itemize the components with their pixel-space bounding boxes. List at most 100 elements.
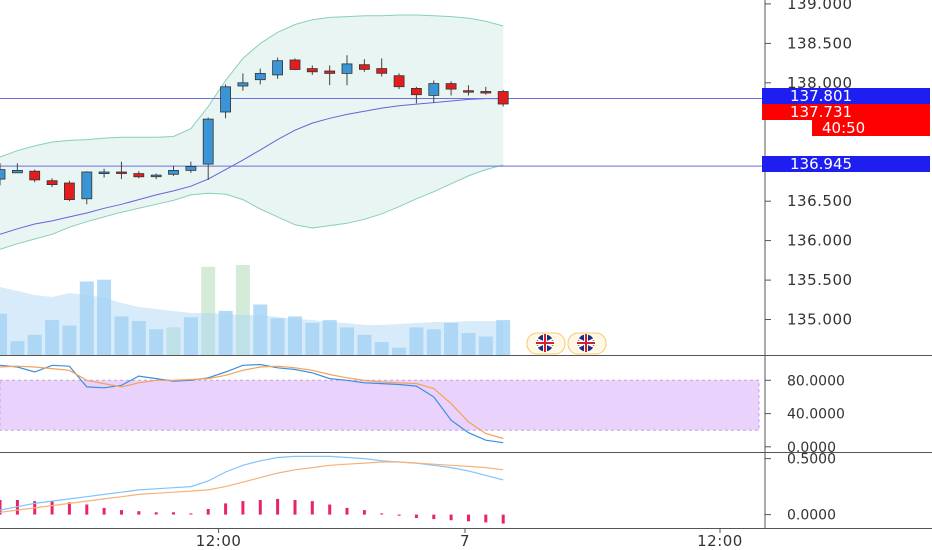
macd-histogram-bar xyxy=(501,514,505,524)
candle-body xyxy=(220,86,232,113)
price-tag-bg xyxy=(762,88,930,104)
bollinger-mid-line xyxy=(0,98,504,235)
candle[interactable] xyxy=(428,80,440,103)
macd-histogram-bar xyxy=(397,514,401,516)
candle[interactable] xyxy=(11,163,23,174)
candle[interactable] xyxy=(289,58,301,71)
macd-histogram-bar xyxy=(85,504,89,515)
price-tick-label: 135.000 xyxy=(787,311,853,329)
candle[interactable] xyxy=(168,165,179,176)
macd-histogram-bar xyxy=(449,514,453,521)
price-tag[interactable]: 136.945 xyxy=(762,155,930,173)
volume-bar xyxy=(357,334,372,355)
volume-bar xyxy=(166,327,181,355)
price-tag-bg xyxy=(762,104,930,120)
candle[interactable] xyxy=(81,171,93,205)
candle-body xyxy=(463,90,474,93)
candle[interactable] xyxy=(150,173,162,180)
candle[interactable] xyxy=(202,117,214,180)
candle[interactable] xyxy=(463,85,474,96)
volume-bar xyxy=(340,327,354,355)
price-tick-label: 136.500 xyxy=(787,192,853,210)
candle[interactable] xyxy=(306,65,318,75)
time-tick-label: 12:00 xyxy=(697,532,743,550)
candle[interactable] xyxy=(376,58,388,77)
volume-bar xyxy=(97,279,112,355)
volume-bar xyxy=(305,322,320,355)
volume-bar xyxy=(27,334,42,355)
candle[interactable] xyxy=(98,168,110,178)
candle-body xyxy=(358,64,370,70)
candle[interactable] xyxy=(116,161,127,180)
price-axis[interactable]: 139.000 138.500 138.000 136.500 136.000 135.5… xyxy=(762,0,930,528)
macd-histogram-bar xyxy=(172,512,175,515)
candle-body xyxy=(0,169,6,180)
volume-bar xyxy=(114,316,129,355)
volume-bar xyxy=(131,321,146,355)
candle-body xyxy=(133,173,145,178)
stochastic-panel[interactable] xyxy=(0,363,760,444)
macd-histogram-bar xyxy=(241,501,245,515)
bollinger-lower-line xyxy=(0,164,504,250)
candle[interactable] xyxy=(358,59,370,72)
candle[interactable] xyxy=(324,65,336,86)
candle[interactable] xyxy=(497,89,509,107)
price-tag[interactable]: 40:50 xyxy=(812,119,930,137)
volume-bar xyxy=(0,313,7,355)
candle-body xyxy=(393,75,405,88)
uk-flag[interactable] xyxy=(567,332,607,355)
volume-bar xyxy=(461,333,476,355)
macd-panel[interactable] xyxy=(0,455,505,524)
candle[interactable] xyxy=(220,84,232,119)
candle-body xyxy=(376,68,388,74)
macd-histogram-bar xyxy=(67,502,71,515)
price-panel[interactable] xyxy=(0,14,762,355)
macd-histogram-bar xyxy=(154,512,158,515)
candle[interactable] xyxy=(341,55,353,86)
volume-bar xyxy=(496,320,511,355)
time-tick-label: 12:00 xyxy=(196,532,242,550)
macd-histogram-bar xyxy=(102,507,106,515)
candle[interactable] xyxy=(0,163,6,186)
candle[interactable] xyxy=(410,86,422,104)
candle[interactable] xyxy=(46,178,58,187)
macd-histogram-bar xyxy=(0,500,2,515)
volume-bar xyxy=(478,336,493,355)
candle-body xyxy=(254,73,266,81)
bollinger-upper-line xyxy=(0,14,504,158)
volume-bar xyxy=(374,342,389,355)
candle[interactable] xyxy=(254,68,266,85)
stochastic-tick-label: 80.0000 xyxy=(787,373,845,389)
macd-histogram-bar xyxy=(414,514,418,518)
macd-histogram-bar xyxy=(293,500,297,515)
candle[interactable] xyxy=(237,73,249,91)
candle[interactable] xyxy=(393,73,405,90)
macd-histogram-bar xyxy=(137,511,141,515)
candle[interactable] xyxy=(445,81,457,96)
candle[interactable] xyxy=(64,180,75,202)
candle-body xyxy=(497,91,509,105)
candle[interactable] xyxy=(29,169,41,183)
macd-histogram-bar xyxy=(380,513,384,515)
stochastic-d-line xyxy=(0,365,504,440)
price-tag[interactable]: 137.801 xyxy=(762,87,930,105)
price-tick-label: 138.000 xyxy=(787,74,853,92)
macd-tick-label: 0.5000 xyxy=(787,452,836,468)
volume-bar xyxy=(409,327,424,355)
candle[interactable] xyxy=(272,57,284,79)
volume-bar xyxy=(392,347,407,355)
macd-histogram-bar xyxy=(432,514,436,520)
price-tick-label: 135.500 xyxy=(787,271,853,289)
candle[interactable] xyxy=(480,86,492,95)
candle[interactable] xyxy=(133,171,145,179)
candle-body xyxy=(64,182,75,201)
candle[interactable] xyxy=(185,161,197,173)
uk-flag[interactable] xyxy=(526,332,566,355)
macd-histogram-bar xyxy=(120,510,123,515)
candle-body xyxy=(289,59,301,70)
candle-body xyxy=(410,88,422,96)
price-tag[interactable]: 137.731 xyxy=(762,103,930,121)
